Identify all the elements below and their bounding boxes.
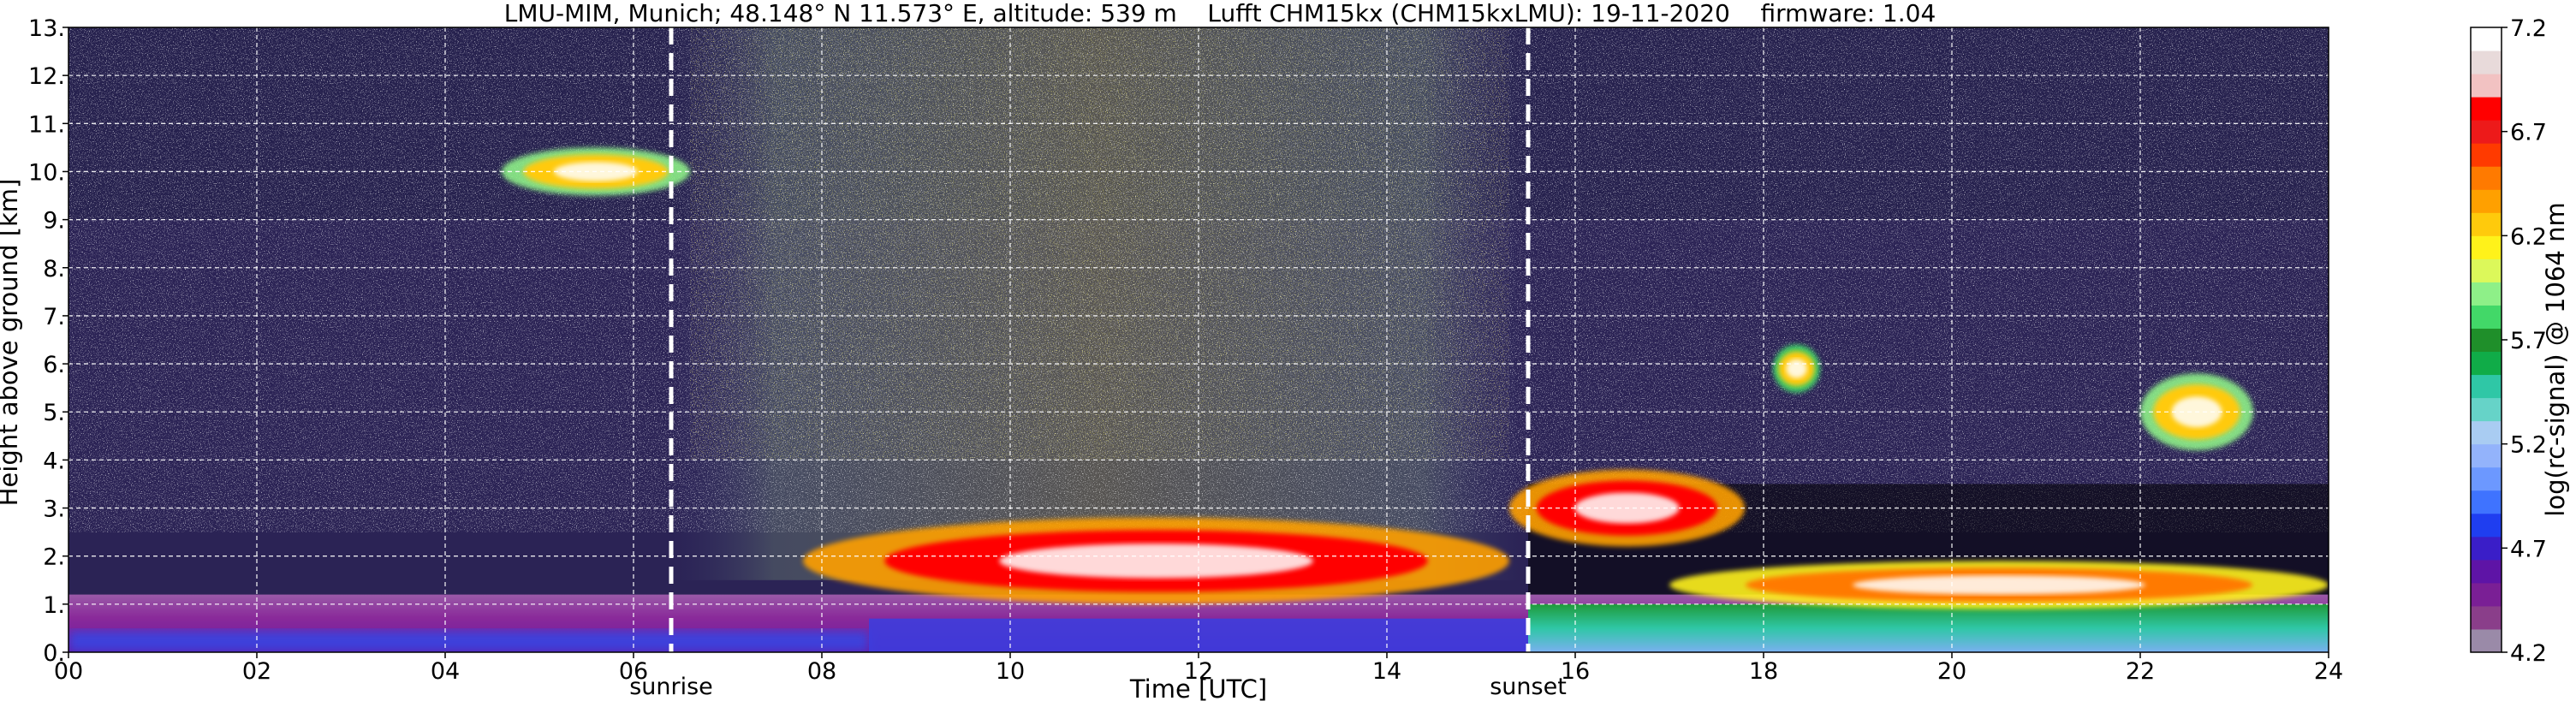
colorbar-segment <box>2471 536 2502 561</box>
colorbar-segment <box>2471 490 2502 514</box>
colorbar-segment <box>2471 466 2502 491</box>
y-tick-label: 9. <box>43 208 65 235</box>
colorbar-tick-label: 5.7 <box>2510 328 2547 354</box>
x-tick-label: 16 <box>1561 658 1590 685</box>
colorbar-tick-label: 6.2 <box>2510 223 2547 250</box>
cloud-peak <box>999 544 1313 579</box>
x-tick-label: 12 <box>1184 658 1213 685</box>
x-tick-label: 02 <box>242 658 271 685</box>
colorbar-segment <box>2471 513 2502 538</box>
colorbar-segment <box>2471 143 2502 167</box>
night-aerosol-layer <box>1528 603 2329 652</box>
colorbar-segment <box>2471 235 2502 259</box>
sun-markers <box>669 27 1531 652</box>
colorbar-segment <box>2471 27 2502 51</box>
colorbar-segment <box>2471 50 2502 74</box>
y-tick-label: 8. <box>43 256 65 282</box>
speckle-noise-color <box>690 27 1509 460</box>
boundary-layer-core <box>68 630 869 652</box>
y-tick-label: 6. <box>43 352 65 378</box>
x-tick-label: 10 <box>996 658 1025 685</box>
x-tick-label: 14 <box>1372 658 1401 685</box>
x-axis-ticks: 00 02 04 06 08 10 12 14 16 18 20 22 24 <box>54 652 2343 685</box>
colorbar-segment <box>2471 74 2502 98</box>
y-tick-label: 11. <box>28 111 65 138</box>
y-tick-label: 3. <box>43 496 65 523</box>
x-tick-label: 00 <box>54 658 83 685</box>
cloud-peak <box>1852 575 2146 595</box>
x-tick-label: 06 <box>619 658 648 685</box>
colorbar-segment <box>2471 328 2502 353</box>
y-axis-label: Height above ground [km] <box>0 179 23 507</box>
y-tick-label: 13. <box>28 15 65 42</box>
colorbar-segment <box>2471 582 2502 607</box>
colorbar-segment <box>2471 258 2502 282</box>
colorbar-segment <box>2471 189 2502 213</box>
colorbar-segment <box>2471 374 2502 399</box>
feature-cloud-layer <box>803 517 1509 604</box>
colorbar-tick-label: 5.2 <box>2510 432 2547 459</box>
y-tick-label: 5. <box>43 400 65 426</box>
colorbar-segment <box>2471 628 2502 653</box>
grid <box>68 27 2329 652</box>
y-tick-label: 0. <box>43 640 65 667</box>
plot-area <box>68 27 2329 652</box>
y-tick-label: 12. <box>28 63 65 90</box>
x-tick-label: 08 <box>807 658 836 685</box>
y-tick-label: 7. <box>43 304 65 330</box>
colorbar-segment <box>2471 605 2502 630</box>
colorbar-segment <box>2471 420 2502 445</box>
sunset-label: sunset <box>1490 674 1567 700</box>
colorbar-label: log(rc-signal) @ 1064 nm <box>2541 202 2570 516</box>
y-tick-label: 10. <box>28 159 65 186</box>
colorbar-segment <box>2471 120 2502 144</box>
colorbar-segment <box>2471 443 2502 468</box>
x-tick-label: 18 <box>1749 658 1778 685</box>
colorbar-tick-label: 7.2 <box>2510 15 2547 42</box>
colorbar-tick-label: 4.2 <box>2510 640 2547 667</box>
colorbar-segment <box>2471 97 2502 121</box>
chart-title: LMU-MIM, Munich; 48.148° N 11.573° E, al… <box>504 0 1936 27</box>
colorbar-segment <box>2471 212 2502 236</box>
colorbar-segment <box>2471 282 2502 306</box>
x-tick-label: 24 <box>2314 658 2343 685</box>
colorbar-segment <box>2471 351 2502 376</box>
x-axis-label: Time [UTC] <box>1129 674 1267 704</box>
colorbar-segment <box>2471 559 2502 584</box>
colorbar-segment <box>2471 305 2502 329</box>
y-tick-label: 4. <box>43 448 65 474</box>
colorbar-tick-label: 4.7 <box>2510 536 2547 562</box>
y-tick-label: 1. <box>43 592 65 619</box>
cloud-peak <box>1786 359 1807 378</box>
x-tick-label: 22 <box>2126 658 2155 685</box>
colorbar-segment <box>2471 397 2502 422</box>
marker-labels: sunrise sunset <box>629 674 1567 700</box>
x-tick-label: 20 <box>1937 658 1966 685</box>
y-axis-ticks: 0. 1. 2. 3. 4. 5. 6. 7. 8. 9. 10. 11. 12. 13. <box>28 15 68 667</box>
x-tick-label: 04 <box>431 658 460 685</box>
y-tick-label: 2. <box>43 544 65 571</box>
feature-cloud-layer <box>1669 561 2329 609</box>
colorbar: 4.2 4.7 5.2 5.7 6.2 6.7 7.2 <box>2470 15 2547 667</box>
colorbar-tick-label: 6.7 <box>2510 120 2547 146</box>
feature-cloud <box>1773 344 1820 393</box>
sunrise-label: sunrise <box>629 674 713 700</box>
colorbar-segment <box>2471 166 2502 190</box>
